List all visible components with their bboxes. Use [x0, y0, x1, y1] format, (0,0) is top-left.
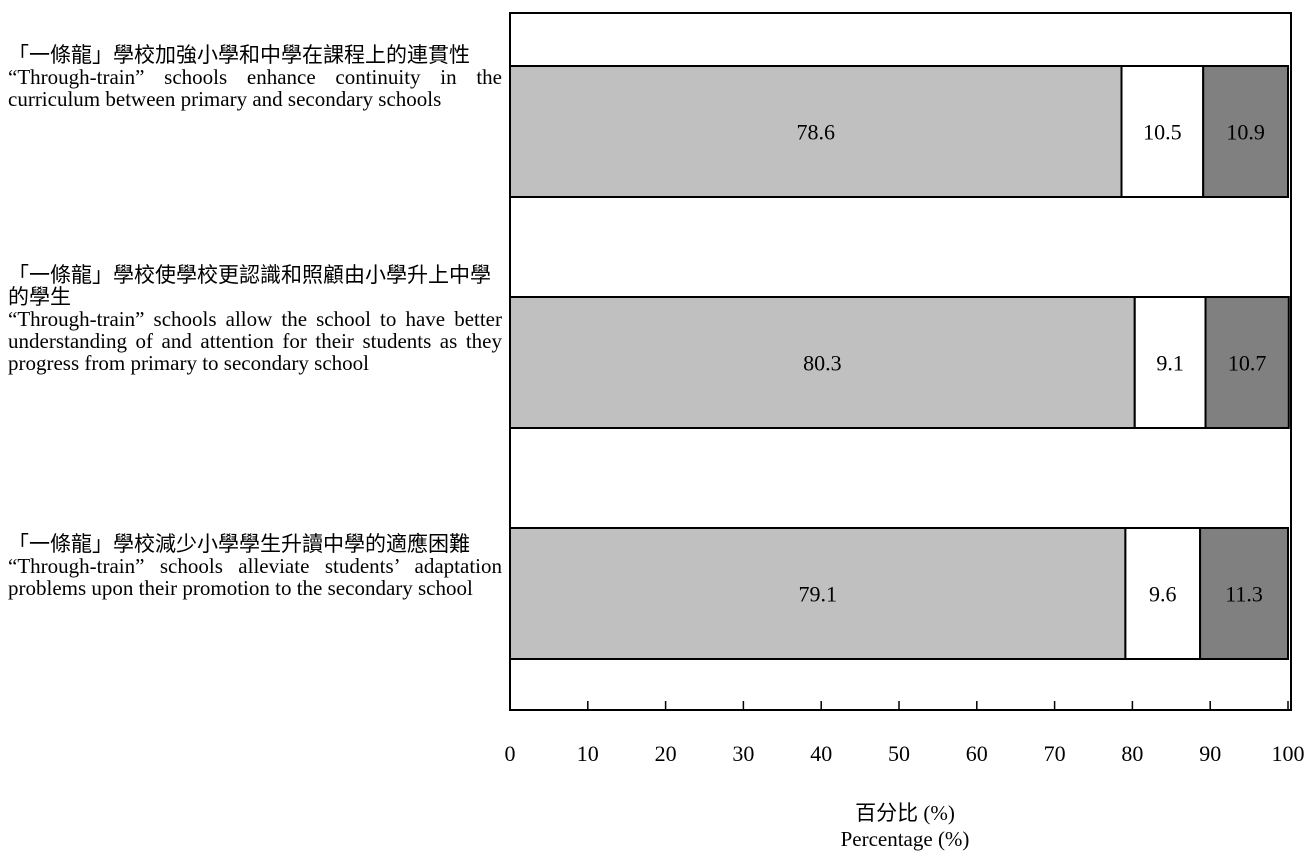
- data-label: 11.3: [1225, 582, 1263, 607]
- x-tick-label: 50: [888, 741, 910, 766]
- bar-segment: [509, 65, 1123, 198]
- x-tick-label: 20: [655, 741, 677, 766]
- x-tick-label: 40: [810, 741, 832, 766]
- x-axis-title: 百分比 (%) Percentage (%): [720, 800, 1090, 852]
- data-label: 10.7: [1228, 351, 1267, 376]
- data-label: 9.1: [1156, 351, 1184, 376]
- x-axis-title-zh: 百分比 (%): [855, 801, 955, 825]
- category-label-zh: 「一條龍」學校減少小學學生升讀中學的適應困難: [8, 532, 470, 556]
- bar-segment: [1120, 65, 1205, 198]
- data-label: 10.9: [1226, 120, 1265, 145]
- x-tick-label: 0: [505, 741, 516, 766]
- bar-segment: [1202, 65, 1289, 198]
- x-tick-label: 100: [1272, 741, 1305, 766]
- category-label-2: 「一條龍」學校使學校更認識和照顧由小學升上中學的學生 “Through-trai…: [8, 264, 502, 374]
- bar-segment: [1204, 296, 1290, 429]
- bar-segment: [509, 296, 1136, 429]
- data-label: 9.6: [1149, 582, 1177, 607]
- bar-segment: [1133, 296, 1207, 429]
- x-tick-label: 60: [966, 741, 988, 766]
- x-axis-title-en: Percentage (%): [840, 827, 970, 851]
- data-label: 80.3: [803, 351, 842, 376]
- category-label-zh: 「一條龍」學校使學校更認識和照顧由小學升上中學的學生: [8, 263, 491, 309]
- category-label-en: “Through-train” schools enhance continui…: [8, 65, 502, 111]
- data-label: 78.6: [797, 120, 836, 145]
- category-label-zh: 「一條龍」學校加強小學和中學在課程上的連貫性: [8, 43, 470, 67]
- data-label: 79.1: [798, 582, 837, 607]
- x-tick-label: 10: [577, 741, 599, 766]
- bar-segment: [509, 527, 1127, 660]
- bar-segment: [1199, 527, 1290, 660]
- x-tick-label: 70: [1044, 741, 1066, 766]
- category-label-3: 「一條龍」學校減少小學學生升讀中學的適應困難 “Through-train” s…: [8, 533, 502, 599]
- bar-segment: [1124, 527, 1202, 660]
- data-label: 10.5: [1143, 120, 1182, 145]
- category-label-1: 「一條龍」學校加強小學和中學在課程上的連貫性 “Through-train” s…: [8, 44, 502, 110]
- category-label-en: “Through-train” schools alleviate studen…: [8, 554, 502, 600]
- x-tick-label: 30: [732, 741, 754, 766]
- x-tick-label: 90: [1199, 741, 1221, 766]
- category-label-en: “Through-train” schools allow the school…: [8, 307, 502, 375]
- x-tick-label: 80: [1121, 741, 1143, 766]
